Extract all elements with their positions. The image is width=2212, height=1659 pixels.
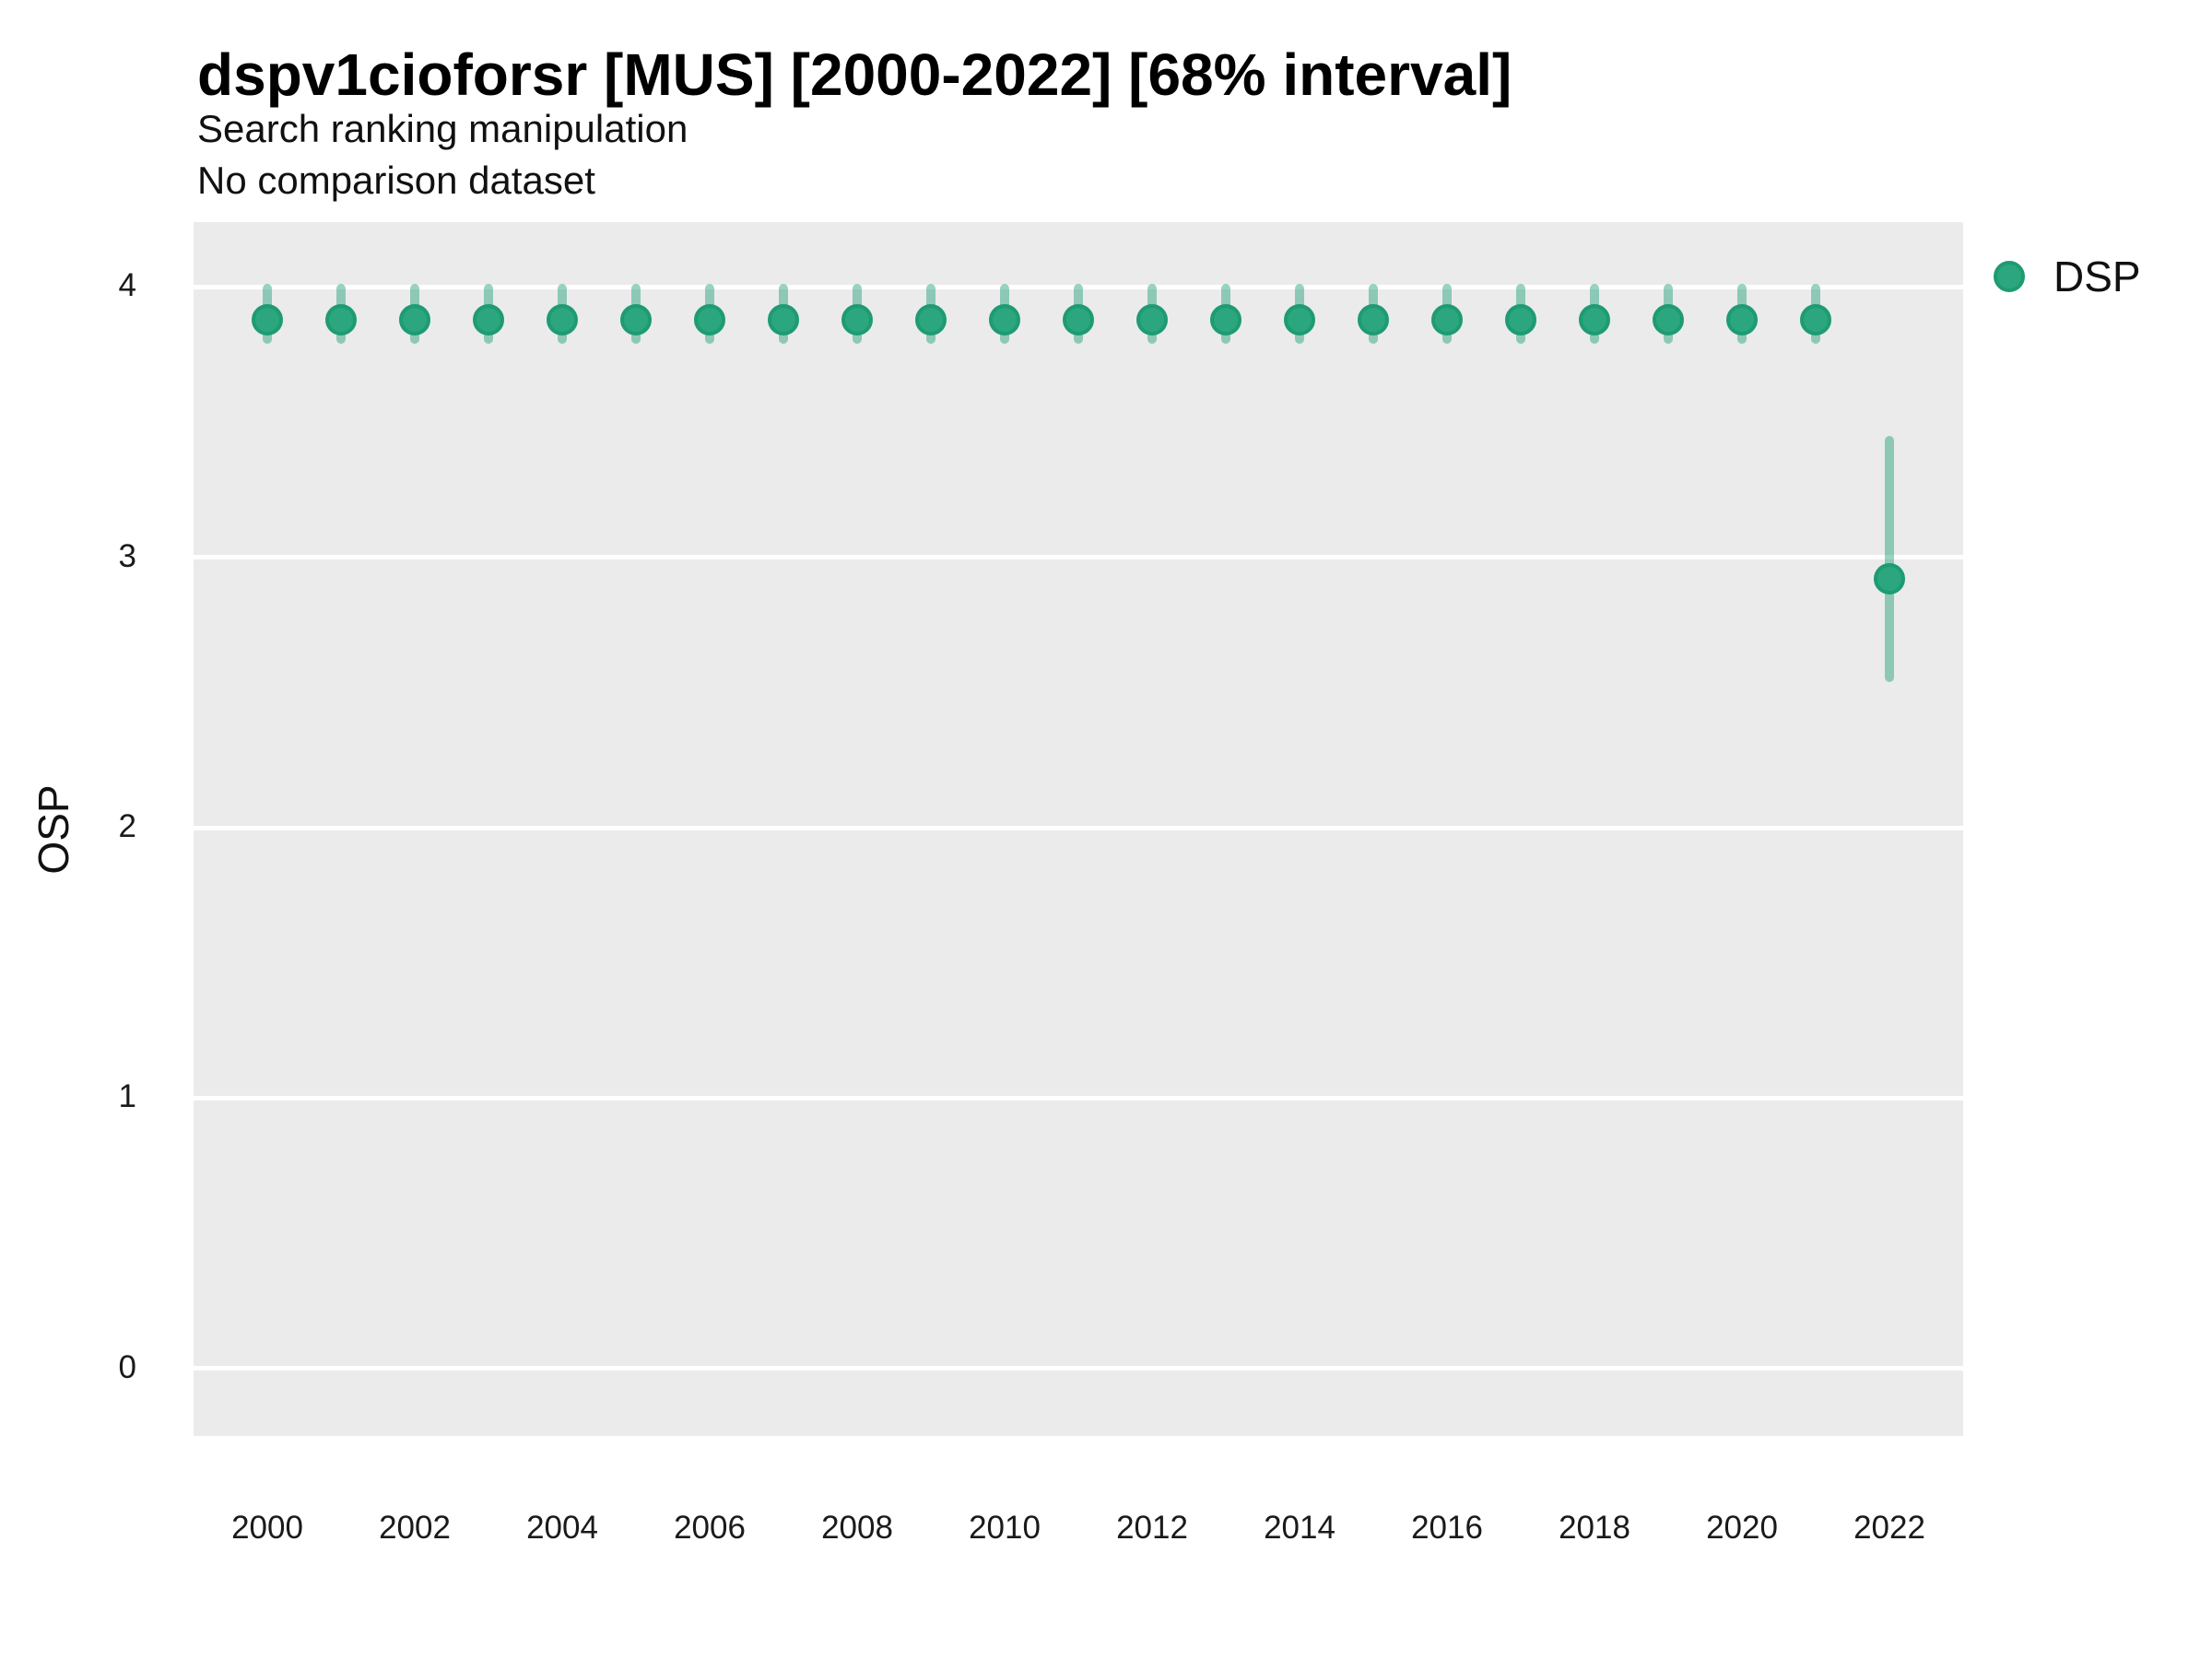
- interval-bar-2022: [1885, 435, 1894, 682]
- data-point-2006: [694, 303, 725, 335]
- data-point-2017: [1505, 303, 1536, 335]
- data-point-2021: [1800, 303, 1831, 335]
- x-tick-label-2004: 2004: [526, 1510, 598, 1546]
- data-point-2009: [915, 303, 947, 335]
- x-tick-label-2008: 2008: [821, 1510, 893, 1546]
- legend-key-dot-icon: [1994, 261, 2025, 292]
- data-point-2007: [768, 303, 799, 335]
- chart-subtitle: Search ranking manipulation: [197, 107, 688, 150]
- gridline-y-2: [194, 825, 1963, 830]
- data-point-2008: [841, 303, 873, 335]
- y-tick-label-1: 1: [118, 1078, 136, 1115]
- x-tick-label-2020: 2020: [1706, 1510, 1778, 1546]
- data-point-2014: [1284, 303, 1315, 335]
- gridline-y-4: [194, 284, 1963, 289]
- x-tick-label-2006: 2006: [674, 1510, 746, 1546]
- data-point-2020: [1726, 303, 1758, 335]
- data-point-2001: [325, 303, 357, 335]
- x-tick-label-2022: 2022: [1853, 1510, 1925, 1546]
- x-tick-label-2000: 2000: [231, 1510, 303, 1546]
- legend-label: DSP: [2053, 253, 2141, 300]
- data-point-2002: [399, 303, 430, 335]
- y-tick-label-0: 0: [118, 1348, 136, 1385]
- x-tick-label-2012: 2012: [1116, 1510, 1188, 1546]
- plot-panel: [194, 222, 1963, 1436]
- y-tick-label-4: 4: [118, 267, 136, 304]
- gridline-y-1: [194, 1095, 1963, 1100]
- data-point-2003: [473, 303, 504, 335]
- data-point-2019: [1653, 303, 1684, 335]
- data-point-2015: [1358, 303, 1389, 335]
- chart-note: No comparison dataset: [197, 159, 595, 202]
- gridline-y-0: [194, 1366, 1963, 1371]
- gridline-y-3: [194, 555, 1963, 560]
- x-tick-label-2014: 2014: [1264, 1510, 1335, 1546]
- chart-title: dspv1cioforsr [MUS] [2000-2022] [68% int…: [197, 41, 1512, 108]
- data-point-2018: [1579, 303, 1610, 335]
- data-point-2012: [1136, 303, 1168, 335]
- y-tick-label-2: 2: [118, 808, 136, 845]
- data-point-2005: [620, 303, 652, 335]
- x-tick-label-2010: 2010: [969, 1510, 1041, 1546]
- data-point-2010: [989, 303, 1020, 335]
- data-point-2004: [547, 303, 578, 335]
- x-tick-label-2018: 2018: [1559, 1510, 1630, 1546]
- data-point-2011: [1063, 303, 1094, 335]
- y-tick-label-3: 3: [118, 537, 136, 574]
- data-point-2022: [1874, 563, 1905, 595]
- data-point-2016: [1431, 303, 1463, 335]
- data-point-2013: [1210, 303, 1241, 335]
- x-tick-label-2016: 2016: [1411, 1510, 1483, 1546]
- x-tick-label-2002: 2002: [379, 1510, 451, 1546]
- data-point-2000: [252, 303, 283, 335]
